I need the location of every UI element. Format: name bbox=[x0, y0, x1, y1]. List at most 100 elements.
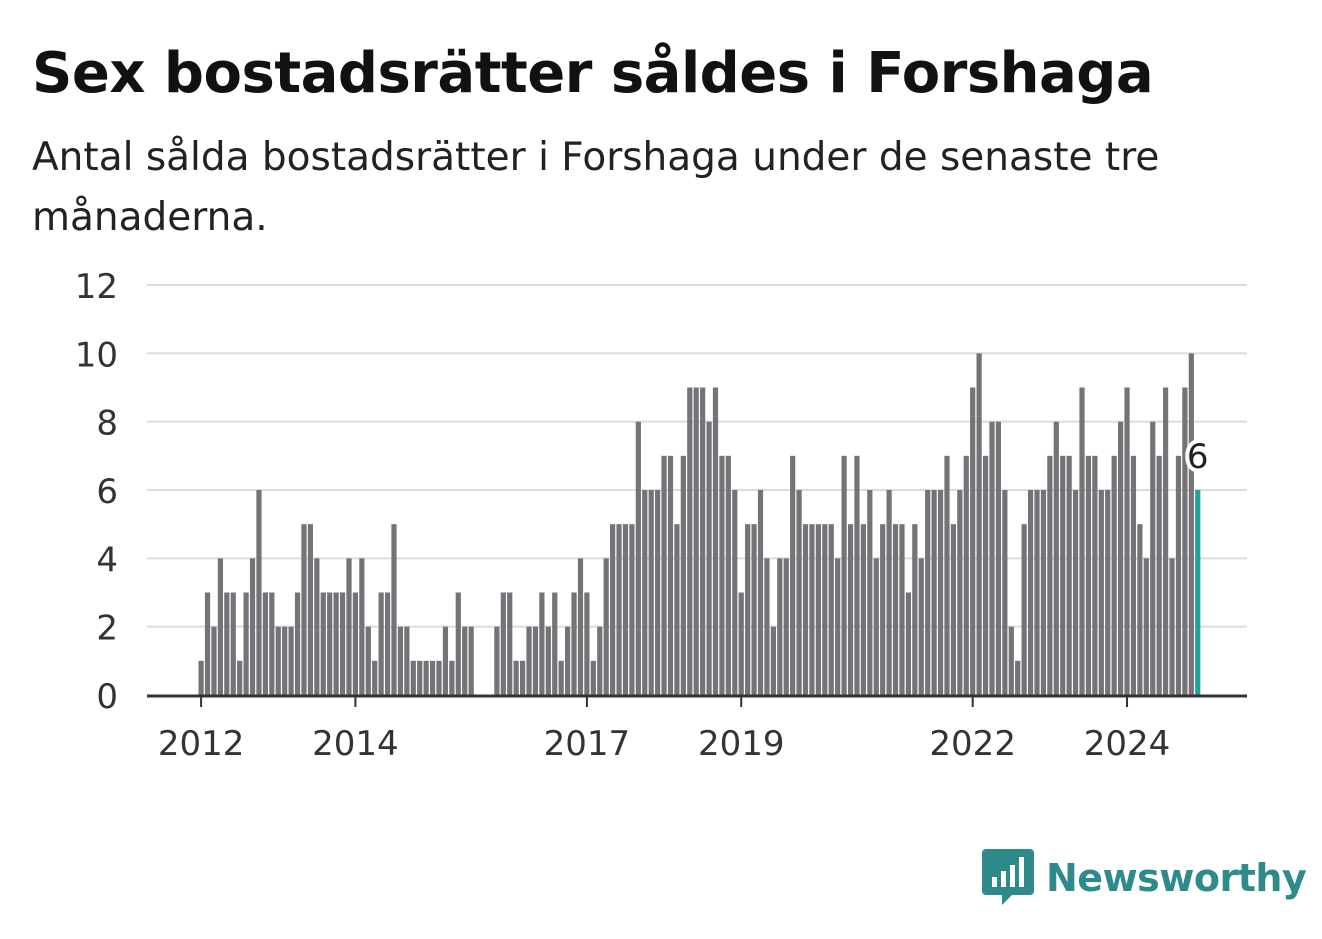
bar bbox=[732, 490, 738, 695]
bar bbox=[204, 592, 211, 695]
bar bbox=[520, 660, 526, 695]
bar bbox=[712, 387, 719, 695]
bar bbox=[970, 387, 976, 695]
bar bbox=[590, 660, 596, 695]
bar bbox=[275, 626, 281, 695]
x-tick-label: 2022 bbox=[929, 724, 1016, 764]
bar bbox=[1021, 524, 1027, 695]
brand-name: Newsworthy bbox=[1046, 856, 1307, 900]
bar bbox=[995, 421, 1002, 695]
bar bbox=[584, 592, 590, 695]
bar bbox=[1175, 455, 1182, 695]
bar bbox=[282, 626, 288, 695]
bar bbox=[815, 524, 821, 695]
bar bbox=[719, 455, 725, 695]
newsworthy-bar-icon bbox=[982, 849, 1034, 905]
bar bbox=[217, 558, 223, 695]
bar bbox=[989, 421, 995, 695]
y-tick-label: 8 bbox=[96, 404, 118, 444]
bar bbox=[847, 524, 854, 695]
bar bbox=[391, 524, 397, 695]
bar bbox=[1143, 558, 1149, 695]
bar bbox=[603, 558, 609, 695]
bar bbox=[982, 455, 989, 695]
bar bbox=[873, 558, 879, 695]
bar bbox=[1098, 490, 1104, 695]
bar bbox=[500, 592, 506, 695]
newsworthy-logo: Newsworthy bbox=[980, 848, 1307, 908]
y-tick-label: 4 bbox=[96, 540, 118, 580]
bar bbox=[1092, 455, 1098, 695]
bar bbox=[1117, 421, 1124, 695]
data-labels: 66 bbox=[1183, 433, 1213, 481]
bar bbox=[262, 592, 268, 695]
bar bbox=[577, 558, 584, 695]
bar bbox=[610, 524, 616, 695]
bar bbox=[687, 387, 693, 695]
bar bbox=[307, 524, 314, 695]
bar bbox=[738, 592, 744, 695]
bar bbox=[944, 455, 950, 695]
bar bbox=[1111, 455, 1117, 695]
bar bbox=[288, 626, 294, 695]
bar bbox=[539, 592, 545, 695]
bar bbox=[423, 660, 429, 695]
bar bbox=[333, 592, 339, 695]
bar bbox=[1002, 490, 1008, 695]
bar bbox=[404, 626, 410, 695]
bar bbox=[622, 524, 629, 695]
bar bbox=[1137, 524, 1143, 695]
bar bbox=[352, 592, 359, 695]
bar bbox=[1053, 421, 1059, 695]
bar bbox=[693, 387, 699, 695]
bar bbox=[429, 660, 436, 695]
bars bbox=[198, 353, 1201, 695]
bar bbox=[918, 558, 924, 695]
last-value-label: 6 bbox=[1187, 437, 1209, 477]
y-tick-label: 10 bbox=[75, 335, 118, 375]
bar bbox=[301, 524, 307, 695]
bar bbox=[655, 490, 661, 695]
bar bbox=[526, 626, 532, 695]
bar bbox=[1085, 455, 1092, 695]
bar bbox=[835, 558, 841, 695]
bar bbox=[468, 626, 474, 695]
chart-subtitle: Antal sålda bostadsrätter i Forshaga und… bbox=[32, 135, 1160, 240]
bar bbox=[886, 490, 892, 695]
bar bbox=[1150, 421, 1156, 695]
bar bbox=[648, 490, 654, 695]
bar bbox=[661, 455, 667, 695]
bar bbox=[860, 524, 866, 695]
x-tick-label: 2014 bbox=[312, 724, 399, 764]
bar bbox=[565, 626, 571, 695]
y-tick-label: 6 bbox=[96, 472, 118, 512]
bar bbox=[976, 353, 982, 695]
bar bbox=[597, 626, 603, 695]
bar bbox=[1156, 455, 1162, 695]
bar bbox=[777, 558, 783, 695]
bar bbox=[294, 592, 301, 695]
bar bbox=[642, 490, 648, 695]
y-tick-label: 0 bbox=[96, 677, 118, 717]
bar bbox=[198, 660, 204, 695]
bar bbox=[796, 490, 802, 695]
bar bbox=[436, 660, 442, 695]
bar bbox=[384, 592, 391, 695]
bar bbox=[1130, 455, 1137, 695]
bar bbox=[320, 592, 326, 695]
bar bbox=[1040, 490, 1047, 695]
bar bbox=[211, 626, 217, 695]
bar bbox=[854, 455, 860, 695]
bar bbox=[1105, 490, 1111, 695]
bar bbox=[513, 660, 519, 695]
bar bbox=[552, 592, 558, 695]
bar bbox=[346, 558, 352, 695]
bar bbox=[243, 592, 249, 695]
bar bbox=[249, 558, 256, 695]
bar bbox=[828, 524, 834, 695]
bar bbox=[1015, 660, 1021, 695]
bar bbox=[905, 592, 911, 695]
bar bbox=[725, 455, 731, 695]
bar bbox=[790, 455, 796, 695]
